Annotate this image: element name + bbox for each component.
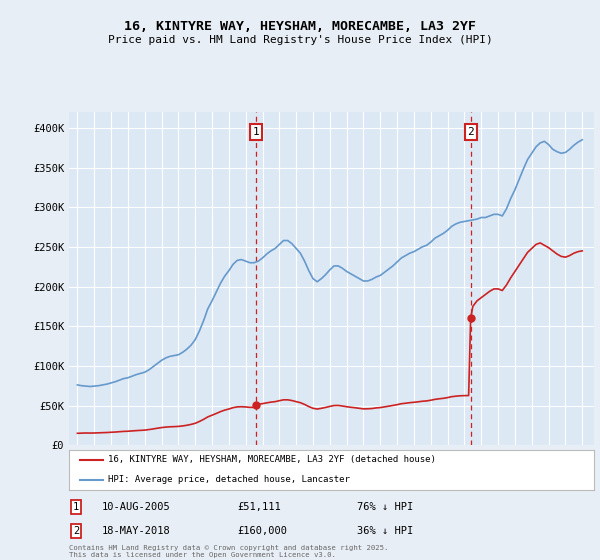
Text: 36% ↓ HPI: 36% ↓ HPI <box>357 526 413 536</box>
Text: £160,000: £160,000 <box>237 526 287 536</box>
Text: Price paid vs. HM Land Registry's House Price Index (HPI): Price paid vs. HM Land Registry's House … <box>107 35 493 45</box>
Text: 1: 1 <box>253 127 259 137</box>
Text: HPI: Average price, detached house, Lancaster: HPI: Average price, detached house, Lanc… <box>109 475 350 484</box>
Text: £51,111: £51,111 <box>237 502 281 512</box>
Text: 1: 1 <box>73 502 79 512</box>
Text: 2: 2 <box>467 127 474 137</box>
Text: 10-AUG-2005: 10-AUG-2005 <box>102 502 171 512</box>
Text: 76% ↓ HPI: 76% ↓ HPI <box>357 502 413 512</box>
Text: Contains HM Land Registry data © Crown copyright and database right 2025.
This d: Contains HM Land Registry data © Crown c… <box>69 545 388 558</box>
Text: 16, KINTYRE WAY, HEYSHAM, MORECAMBE, LA3 2YF: 16, KINTYRE WAY, HEYSHAM, MORECAMBE, LA3… <box>124 20 476 32</box>
Text: 18-MAY-2018: 18-MAY-2018 <box>102 526 171 536</box>
Text: 2: 2 <box>73 526 79 536</box>
Text: 16, KINTYRE WAY, HEYSHAM, MORECAMBE, LA3 2YF (detached house): 16, KINTYRE WAY, HEYSHAM, MORECAMBE, LA3… <box>109 455 436 464</box>
